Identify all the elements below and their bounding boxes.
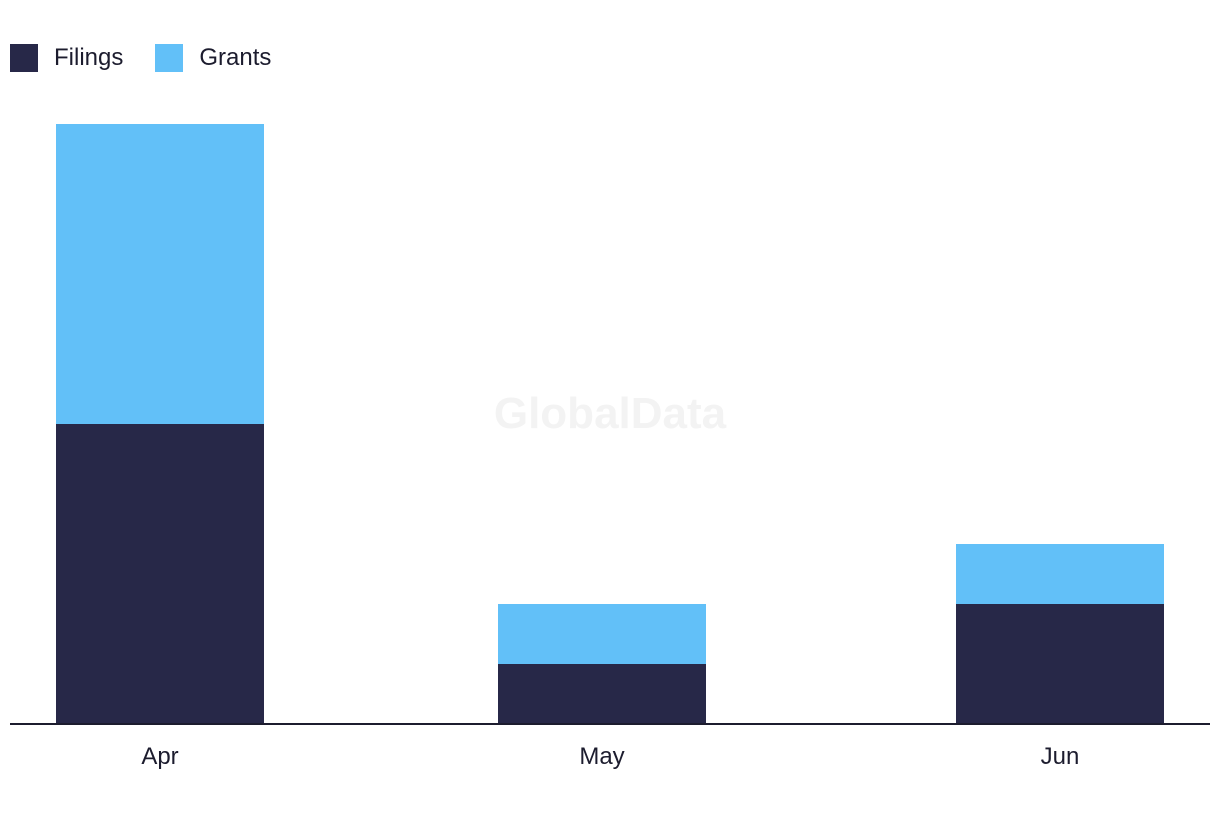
chart-legend: Filings Grants <box>10 44 271 72</box>
bar-grants-apr <box>56 124 264 424</box>
legend-label-filings: Filings <box>54 44 124 71</box>
bars-group <box>56 124 1164 724</box>
bar-grants-may <box>498 604 706 664</box>
bar-filings-may <box>498 664 706 724</box>
x-tick-labels: Apr May Jun <box>141 743 1079 770</box>
legend-swatch-grants <box>155 44 184 72</box>
bar-grants-jun <box>956 544 1164 604</box>
x-tick-label-apr: Apr <box>141 743 178 770</box>
legend-swatch-filings <box>10 44 38 72</box>
bar-filings-apr <box>56 424 264 724</box>
x-tick-label-jun: Jun <box>1041 743 1080 770</box>
bar-filings-jun <box>956 604 1164 724</box>
watermark-text: GlobalData <box>494 389 727 438</box>
legend-item-grants: Grants <box>155 44 271 72</box>
x-tick-label-may: May <box>579 743 624 770</box>
legend-label-grants: Grants <box>199 44 272 71</box>
legend-item-filings: Filings <box>10 44 123 72</box>
